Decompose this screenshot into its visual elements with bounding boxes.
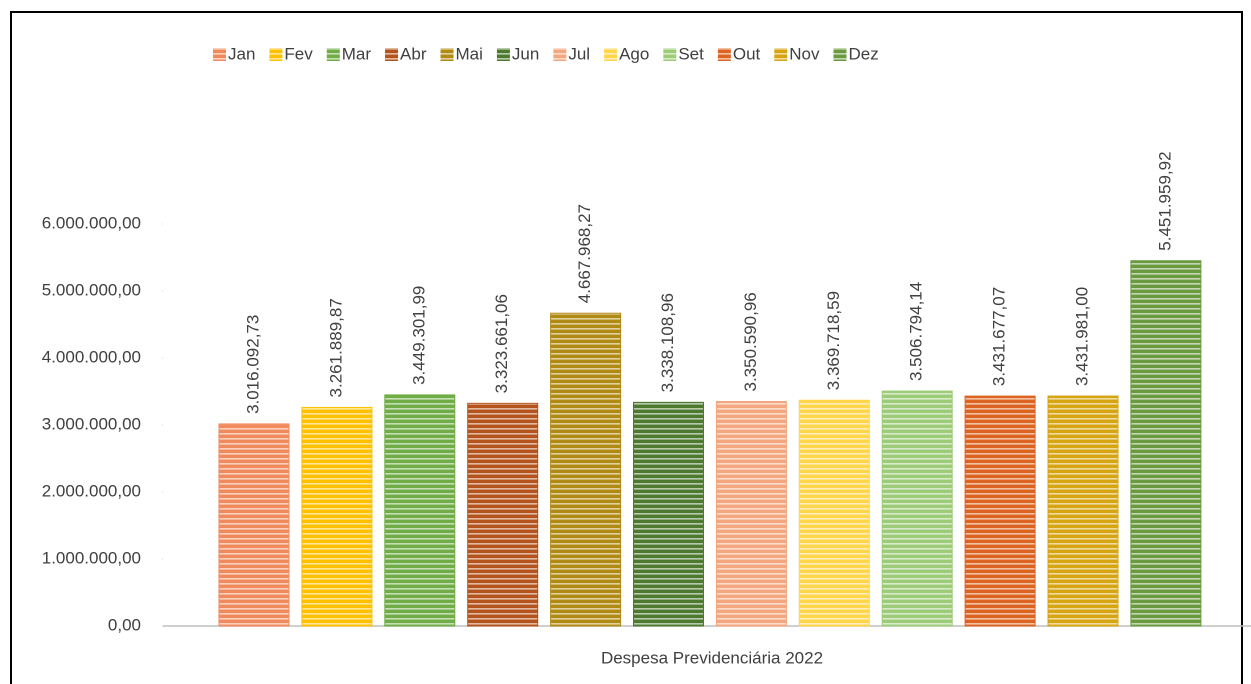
value-label: 3.449.301,99	[409, 286, 428, 385]
legend-label: Mar	[342, 44, 372, 63]
value-label: 3.016.092,73	[243, 315, 262, 414]
value-label: 3.261.889,87	[326, 298, 345, 397]
value-label: 3.338.108,96	[658, 293, 677, 392]
value-label: 3.431.677,07	[990, 287, 1009, 386]
value-label: 3.350.590,96	[741, 292, 760, 391]
bar	[301, 406, 373, 627]
bar	[715, 401, 787, 627]
value-label: 4.667.968,27	[575, 204, 594, 303]
bar	[964, 395, 1036, 627]
legend-swatch	[833, 48, 847, 61]
value-label: 3.323.661,06	[492, 294, 511, 393]
y-tick-label: 6.000.000,00	[42, 213, 141, 232]
y-tick-label: 5.000.000,00	[42, 280, 141, 299]
legend-label: Dez	[849, 44, 879, 63]
legend-label: Ago	[619, 44, 649, 63]
legend-label: Set	[678, 44, 704, 63]
bar	[1047, 395, 1119, 627]
legend-swatch	[326, 48, 340, 61]
legend-swatch	[604, 48, 618, 61]
legend-swatch	[774, 48, 788, 61]
y-tick-label: 1.000.000,00	[42, 548, 141, 567]
legend-swatch	[496, 48, 510, 61]
legend-label: Jan	[228, 44, 255, 63]
bar	[881, 390, 953, 627]
legend-label: Nov	[789, 44, 820, 63]
bar	[550, 312, 622, 627]
y-tick-label: 0,00	[108, 615, 141, 634]
legend-swatch	[440, 48, 454, 61]
value-label: 3.506.794,14	[907, 282, 926, 381]
value-label: 3.369.718,59	[824, 291, 843, 390]
legend-swatch	[213, 48, 226, 61]
y-tick-label: 4.000.000,00	[42, 347, 141, 366]
bar	[218, 423, 290, 627]
chart-border	[10, 11, 1243, 684]
legend-label: Fev	[284, 44, 313, 63]
y-tick-label: 3.000.000,00	[42, 414, 141, 433]
x-category-label: Despesa Previdenciária 2022	[601, 648, 823, 667]
legend-label: Out	[733, 44, 761, 63]
legend-swatch	[717, 48, 731, 61]
y-tick-label: 2.000.000,00	[42, 481, 141, 500]
legend-label: Mai	[456, 44, 483, 63]
value-label: 3.431.981,00	[1072, 287, 1091, 386]
legend-swatch	[553, 48, 567, 61]
legend-label: Abr	[400, 44, 427, 63]
legend-swatch	[663, 48, 677, 61]
bar	[1130, 260, 1202, 627]
bar	[798, 399, 870, 627]
value-label: 5.451.959,92	[1155, 151, 1174, 250]
legend-label: Jul	[568, 44, 590, 63]
legend-swatch	[269, 48, 283, 61]
legend-label: Jun	[512, 44, 539, 63]
bar	[384, 394, 456, 627]
bar	[467, 402, 539, 627]
legend-swatch	[385, 48, 399, 61]
bar	[633, 401, 704, 627]
